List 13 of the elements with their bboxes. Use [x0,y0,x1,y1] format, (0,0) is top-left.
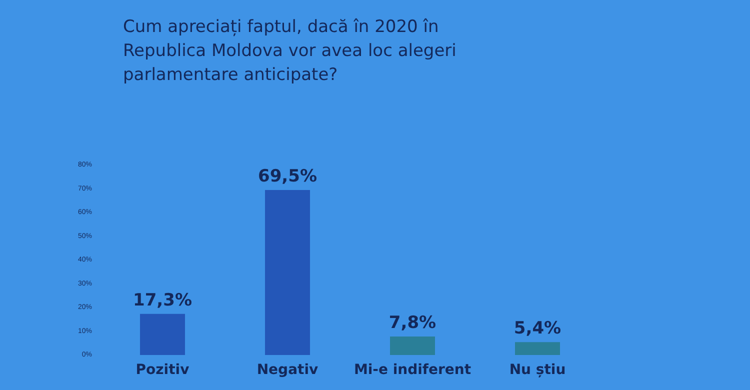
x-tick-label: Negativ [256,362,318,378]
bar [390,336,435,355]
data-label: 5,4% [514,318,562,339]
x-tick-label: Mi-e indiferent [354,362,472,378]
bar [265,190,310,355]
chart-title: Cum apreciați faptul, dacă în 2020 în Republica Moldova vor avea loc alegeri parlamentare anticipate? [123,17,462,85]
x-tick-label: Pozitiv [136,362,190,378]
data-label: 69,5% [258,166,317,186]
data-label: 7,8% [388,312,436,333]
data-label: 17,3% [133,290,192,310]
x-tick-label: Nu știu [509,362,566,378]
bar [140,314,185,355]
bar [515,342,560,355]
